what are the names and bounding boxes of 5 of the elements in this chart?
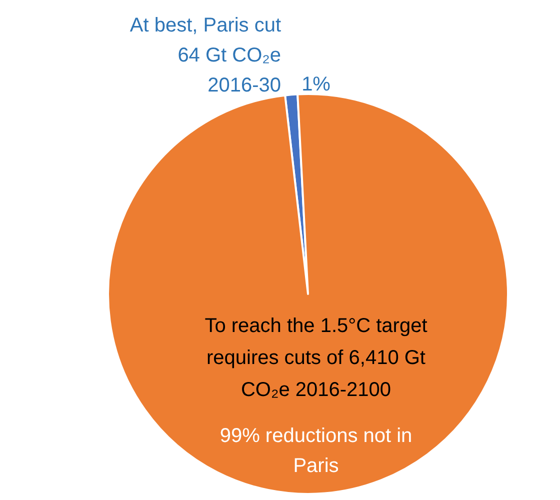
- data-label: 99% reductions not in Paris: [220, 425, 412, 477]
- pie-slice: [107, 93, 509, 495]
- slice-label: At best, Paris cut 64 Gt CO₂e 2016-30: [130, 14, 282, 96]
- slice-label: To reach the 1.5°C target requires cuts of 6,410 Gt CO₂e 2016-2100: [204, 315, 428, 401]
- data-label: 1%: [302, 73, 331, 96]
